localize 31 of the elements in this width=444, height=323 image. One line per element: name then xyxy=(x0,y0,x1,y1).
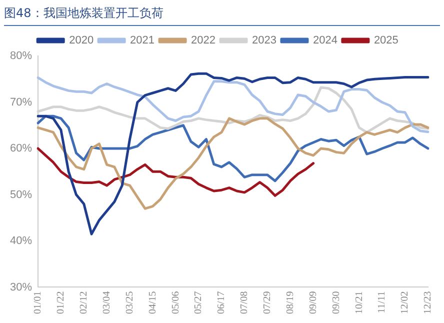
x-tick-label: 12/02 xyxy=(400,291,411,314)
x-tick-label: 07/29 xyxy=(262,291,274,314)
legend-label: 2021 xyxy=(130,34,155,47)
x-tick-label: 04/15 xyxy=(147,291,158,314)
x-tick-label: 12/23 xyxy=(422,291,434,314)
legend-label: 2020 xyxy=(69,34,94,47)
x-tick-label: 06/17 xyxy=(216,291,228,314)
y-tick-label: 30% xyxy=(10,281,32,294)
legend-label: 2025 xyxy=(374,34,398,47)
x-tick-label: 02/12 xyxy=(78,291,90,314)
y-tick-label: 50% xyxy=(10,188,32,201)
chart-title: 图48：我国地炼装置开工负荷 xyxy=(4,5,440,26)
x-tick-label: 07/08 xyxy=(239,291,250,314)
legend-label: 2022 xyxy=(191,34,216,47)
x-tick-label: 01/22 xyxy=(56,291,67,314)
y-tick-label: 70% xyxy=(10,96,32,108)
legend-label: 2024 xyxy=(312,34,338,47)
x-tick-label: 03/25 xyxy=(124,291,136,314)
y-tick-label: 60% xyxy=(10,142,32,155)
legend-label: 2023 xyxy=(252,34,276,47)
y-tick-label: 80% xyxy=(10,50,32,62)
x-tick-label: 03/04 xyxy=(101,291,112,314)
x-tick-label: 05/27 xyxy=(193,291,204,314)
y-tick-label: 40% xyxy=(10,235,32,248)
x-tick-label: 09/09 xyxy=(308,291,319,314)
x-tick-label: 10/21 xyxy=(354,291,365,314)
x-tick-label: 05/06 xyxy=(170,291,182,314)
x-tick-label: 08/19 xyxy=(284,291,296,314)
x-tick-label: 01/01 xyxy=(32,291,44,314)
x-tick-label: 09/30 xyxy=(330,291,342,314)
x-tick-label: 11/11 xyxy=(376,291,388,314)
